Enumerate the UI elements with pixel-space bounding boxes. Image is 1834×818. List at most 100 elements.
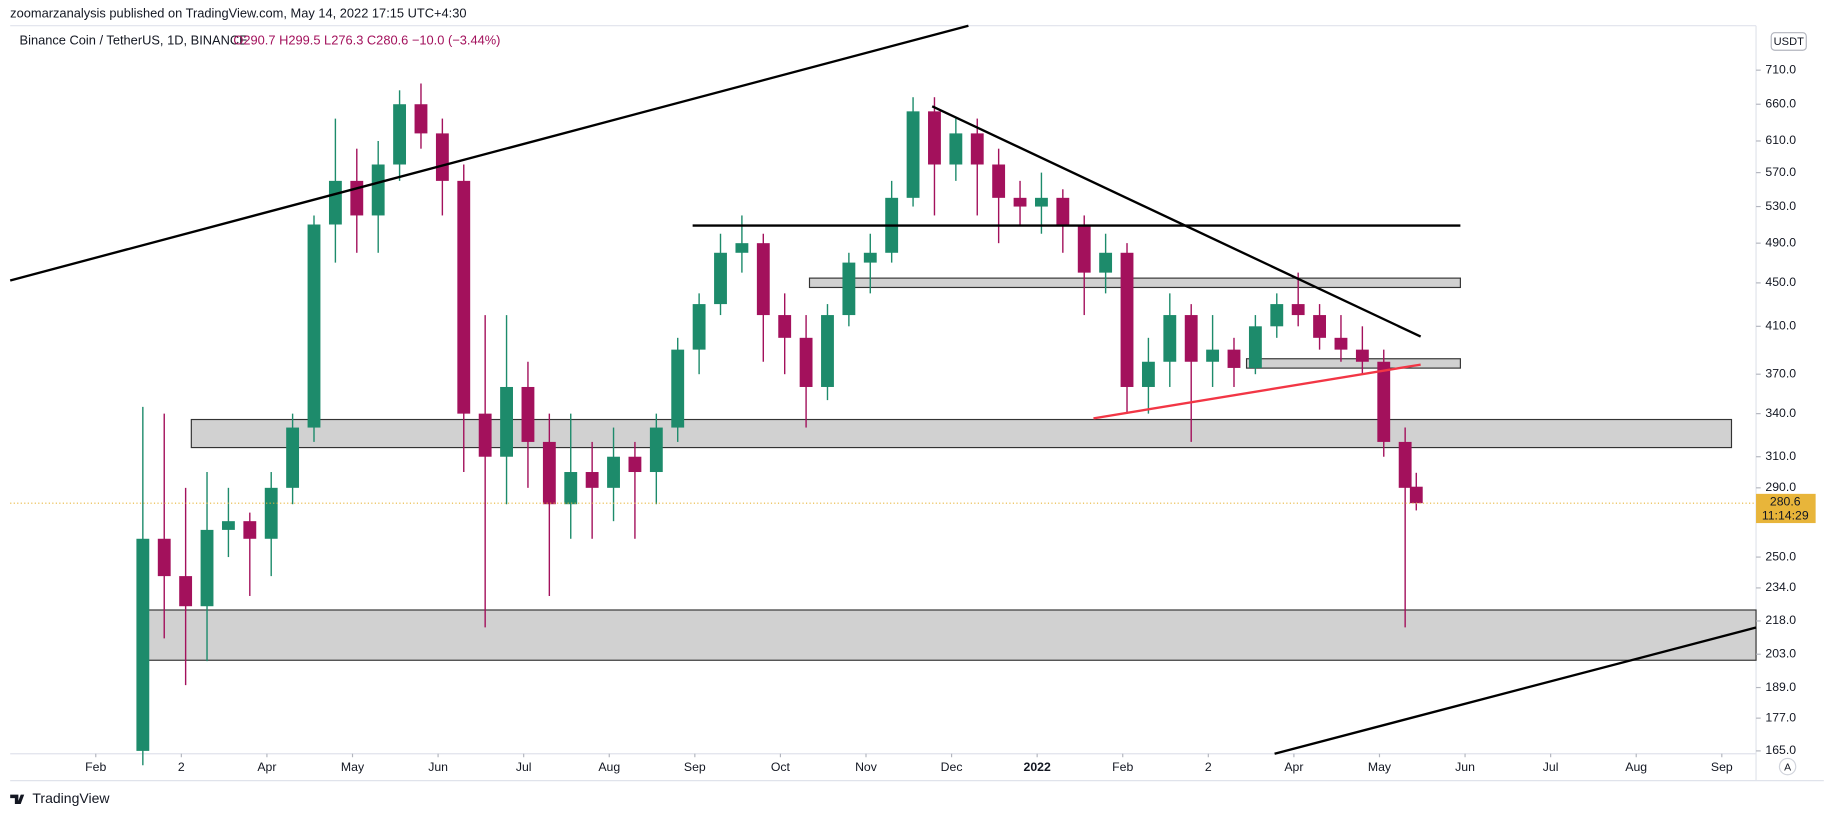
candle-body [200,529,214,607]
candle-body [286,427,300,488]
y-tick-label: 530.0 [1765,199,1796,213]
candle-body [992,164,1006,198]
auto-scale-label[interactable]: A [1784,762,1791,774]
trend-lines [9,24,1757,755]
y-tick-label: 490.0 [1765,235,1796,249]
currency-label[interactable]: USDT [1774,36,1804,48]
candle-body [1313,315,1326,338]
symbol-title: Binance Coin / TetherUS, 1D, BINANCE [20,32,249,47]
candle-body [1206,349,1220,362]
candle-body [778,315,792,338]
candle-body [714,252,727,305]
x-tick-label: May [341,760,365,774]
candle-body [179,576,193,607]
y-tick-label: 450.0 [1765,275,1796,289]
candle-body [1227,349,1241,368]
x-tick-label: 2 [1205,760,1212,774]
candle-body [671,349,685,428]
candle-body [414,104,428,134]
trend-line [931,105,1422,338]
candle-body [243,521,257,539]
candle-body [1163,315,1177,362]
x-tick-label: Feb [1112,760,1133,774]
x-tick-label: Jun [1455,760,1475,774]
candle-body [1099,252,1113,273]
y-tick-label: 660.0 [1765,96,1796,110]
candle-body [264,487,278,539]
candle-body [1291,304,1305,316]
candle-body [1184,315,1198,362]
y-tick-label: 165.0 [1765,743,1796,757]
y-tick-label: 218.0 [1765,613,1796,627]
candle-body [842,262,856,316]
y-tick-label: 610.0 [1765,133,1796,147]
trend-line [9,24,969,282]
candle-body [949,133,963,165]
candle-body [735,243,749,253]
x-tick-label: Jul [1543,760,1559,774]
candle-body [1013,197,1027,207]
x-tick-label: Sep [684,760,706,774]
candle-body [863,252,877,263]
x-tick-label: Jul [516,760,532,774]
candle-body [821,315,834,387]
candle-body [1056,197,1070,225]
footer-brand: TradingView [32,790,110,806]
candle-body [1141,361,1155,387]
x-tick-label: Apr [1284,760,1303,774]
last-price-label: 280.6 [1770,494,1801,508]
logo-mark [10,794,25,804]
candle-body [649,427,663,473]
y-tick-label: 570.0 [1765,165,1796,179]
y-tick-label: 710.0 [1765,62,1796,76]
candle-body [692,304,706,350]
candle-body [542,441,556,505]
y-tick-label: 177.0 [1765,710,1796,724]
candle-body [970,133,984,165]
candle-body [1270,304,1284,327]
x-tick-label: Nov [855,760,878,774]
ohlc-legend: O290.7 H299.5 L276.3 C280.6 −10.0 (−3.44… [233,32,500,47]
support-zone [146,609,1757,661]
x-tick-label: 2 [178,760,185,774]
drawings [146,277,1757,661]
candle-body [521,386,535,442]
candle-body [928,111,941,165]
currency-button[interactable] [1770,32,1807,51]
auto-scale-button[interactable] [1778,757,1797,776]
candle-body [1035,197,1048,207]
candle-body [457,180,471,414]
trend-line [1274,626,1757,755]
x-tick-label: Dec [941,760,963,774]
candle-body [136,538,150,751]
candle-body [393,104,407,165]
y-tick-label: 340.0 [1765,406,1796,420]
candle-body [221,521,235,530]
candle-body [1355,349,1369,362]
tradingview-logo: TradingView [10,790,110,806]
candles [136,83,1423,766]
candle-body [1077,224,1091,273]
y-tick-label: 370.0 [1765,366,1796,380]
y-tick-label: 290.0 [1765,480,1796,494]
candle-body [564,472,578,505]
x-tick-label: Feb [85,760,106,774]
candle-body [371,164,385,216]
candle-body [628,456,642,473]
publisher-line: zoomarzanalysis published on TradingView… [10,5,466,20]
x-tick-label: 2022 [1024,760,1051,774]
zone [1245,358,1461,369]
zone [808,277,1461,289]
x-tick-label: May [1368,760,1392,774]
candle-body [435,133,449,181]
candle-body [585,472,599,488]
x-tick-label: Oct [771,760,791,774]
last-price-box [1756,493,1816,524]
candle-body [607,456,620,488]
candle-body [756,243,770,316]
candle-body [157,538,171,577]
y-tick-label: 250.0 [1765,549,1796,563]
x-tick-label: Sep [1711,760,1733,774]
